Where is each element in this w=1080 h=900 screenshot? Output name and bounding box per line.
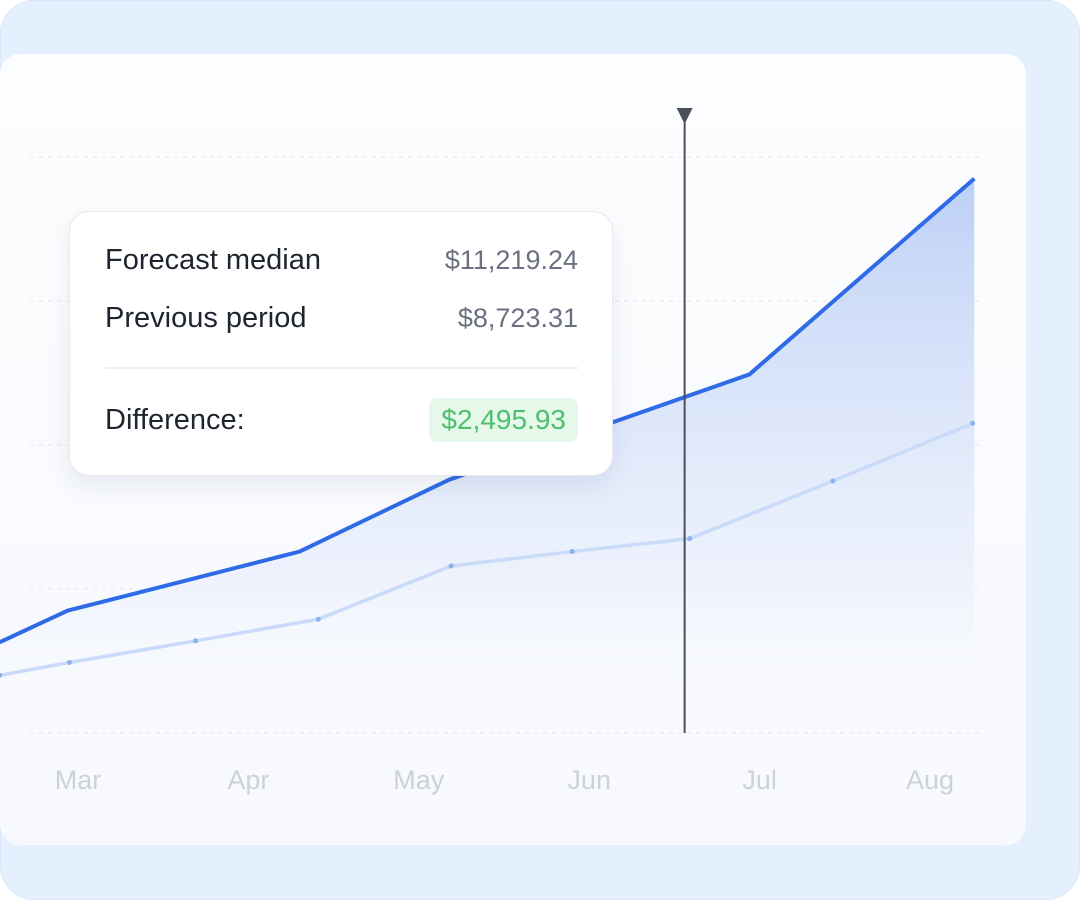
previous-label: Previous period [105, 302, 307, 334]
data-point [66, 659, 72, 665]
difference-badge: $2,495.93 [429, 398, 578, 442]
data-point [315, 616, 321, 622]
area-fill [0, 178, 975, 733]
x-tick-label: Jul [742, 765, 777, 795]
data-point [448, 563, 454, 569]
x-tick-label: Jun [567, 765, 611, 795]
series-line-forecast [0, 177, 976, 645]
tooltip: Forecast median $11,219.24 Previous peri… [69, 211, 613, 476]
previous-value: $8,723.31 [457, 303, 578, 333]
x-tick-label: Aug [906, 765, 954, 795]
data-point [0, 672, 3, 678]
forecast-value: $11,219.24 [444, 245, 578, 275]
difference-label: Difference: [105, 403, 245, 436]
x-tick-label: May [393, 765, 445, 795]
data-point [569, 549, 575, 555]
data-point [830, 478, 836, 484]
x-tick-label: Apr [227, 765, 269, 795]
tooltip-divider [105, 367, 578, 369]
cursor-marker-icon [676, 108, 693, 124]
data-point [193, 638, 199, 644]
data-point [970, 420, 976, 426]
data-point [687, 536, 693, 542]
x-tick-label: Mar [55, 765, 102, 795]
forecast-label: Forecast median [105, 244, 321, 276]
